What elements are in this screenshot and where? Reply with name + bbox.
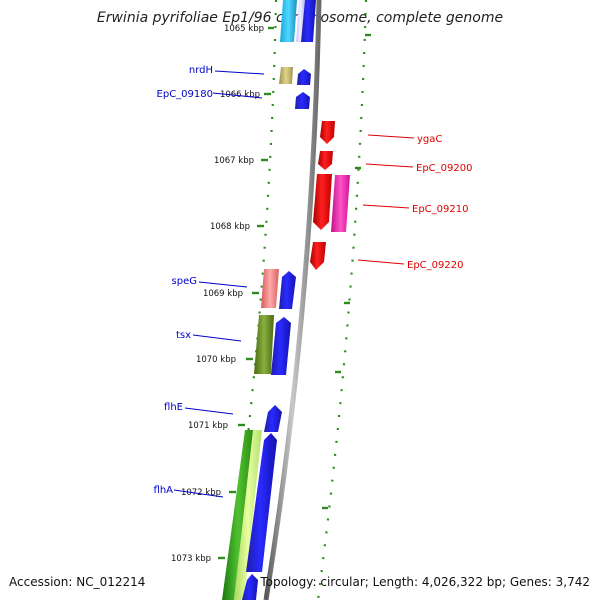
gene-ygaC	[320, 121, 335, 144]
gene-EpC_09200	[318, 151, 333, 170]
kbp-label-1069: 1069 kbp	[203, 289, 243, 299]
gene-label-tsx: tsx	[176, 330, 191, 341]
gene-blue-bottom	[242, 574, 258, 600]
kbp-label-1072: 1072 kbp	[181, 488, 221, 498]
gene-label-EpC_09180: EpC_09180	[157, 89, 213, 100]
right-gene-labels: ygaC EpC_09200 EpC_09210 EpC_09220	[407, 134, 472, 271]
gene-blue-nrdH-pair	[297, 69, 311, 85]
gene-flhE	[264, 405, 282, 432]
gene-EpC_09180	[295, 92, 310, 109]
gene-EpC_09220	[310, 242, 326, 270]
gene-label-flhA: flhA	[154, 485, 174, 496]
kbp-label-1067: 1067 kbp	[214, 156, 254, 166]
genome-backbone	[263, 0, 322, 600]
right-label-lines	[357, 134, 415, 265]
gene-green-flhA	[222, 430, 254, 600]
gene-blue-speG	[279, 271, 296, 309]
gene-blue-top	[301, 0, 316, 42]
gene-label-EpC_09220: EpC_09220	[407, 260, 463, 271]
gene-cyan-top	[280, 0, 297, 42]
gene-pink-EpC_09210	[331, 175, 350, 232]
gene-label-EpC_09210: EpC_09210	[412, 204, 468, 215]
gene-label-EpC_09200: EpC_09200	[416, 163, 472, 174]
tick-ring-left	[226, 0, 278, 600]
gene-EpC_09210	[313, 174, 332, 230]
kbp-label-1070: 1070 kbp	[196, 355, 236, 365]
kbp-label-1066: 1066 kbp	[220, 90, 260, 100]
gene-label-speG: speG	[172, 276, 197, 287]
gene-label-flhE: flhE	[164, 402, 183, 413]
gene-flhA	[246, 433, 277, 572]
major-ticks	[218, 26, 371, 560]
left-gene-labels: nrdH EpC_09180 speG tsx flhE flhA	[154, 65, 213, 496]
kbp-label-1068: 1068 kbp	[210, 222, 250, 232]
gene-label-ygaC: ygaC	[417, 134, 442, 145]
gene-nrdH	[279, 67, 293, 84]
gene-lime-flhA	[234, 430, 262, 600]
tick-ring-right	[316, 0, 368, 600]
gene-tsx	[254, 315, 274, 374]
kbp-label-1071: 1071 kbp	[188, 421, 228, 431]
gene-blue-tsx	[271, 317, 291, 375]
gene-label-nrdH: nrdH	[189, 65, 213, 76]
accession-text: Accession: NC_012214	[9, 575, 146, 589]
left-label-lines	[173, 70, 265, 498]
genome-summary-text: Topology: circular; Length: 4,026,322 bp…	[260, 575, 590, 589]
kbp-label-1073: 1073 kbp	[171, 554, 211, 564]
kbp-label-1065: 1065 kbp	[224, 24, 264, 34]
gene-speG	[261, 269, 279, 308]
kbp-tick-labels: 1065 kbp 1066 kbp 1067 kbp 1068 kbp 1069…	[171, 24, 264, 564]
